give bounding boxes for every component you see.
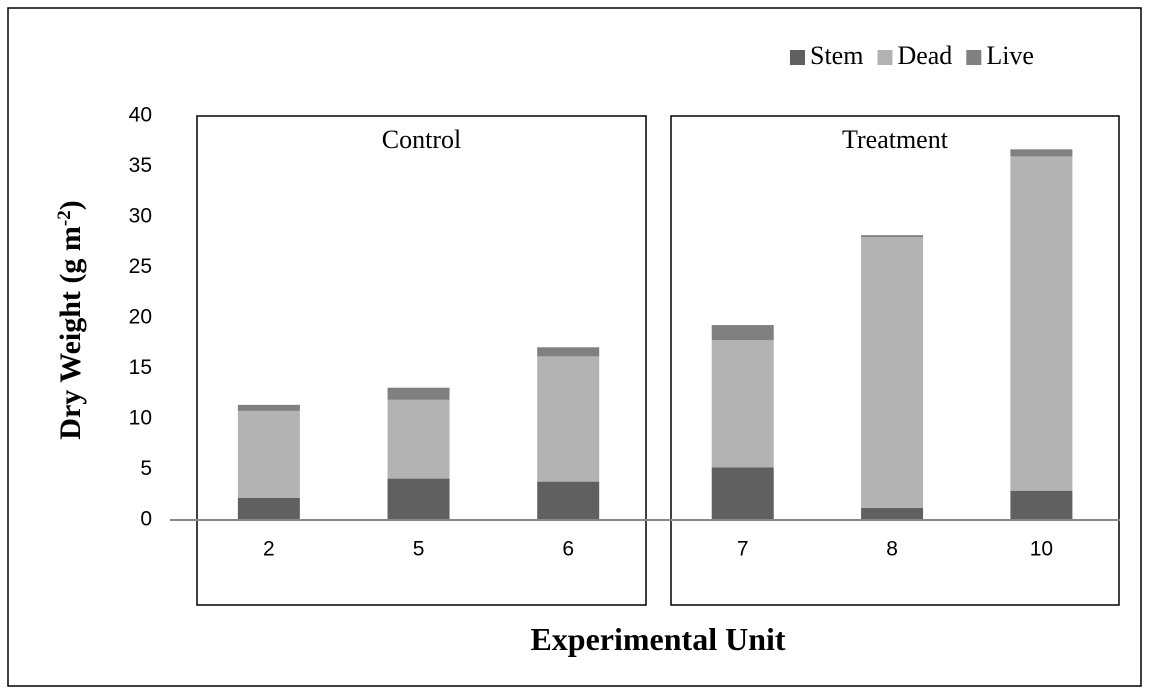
y-tick-label: 25 — [129, 255, 152, 278]
y-axis-title: Dry Weight (g m-2) — [54, 200, 87, 439]
bar-segment — [237, 410, 300, 498]
x-tick-label: 6 — [562, 538, 574, 561]
legend-label: Dead — [897, 41, 952, 70]
bar-segment — [861, 235, 924, 238]
bar-segment — [537, 347, 600, 357]
bar-segment — [387, 387, 450, 400]
y-tick-label: 20 — [129, 306, 152, 329]
bar-segment — [387, 478, 450, 520]
y-axis-title-sup: -2 — [54, 210, 75, 226]
legend-label: Stem — [810, 41, 863, 70]
bar-segment — [537, 356, 600, 482]
y-axis-title-text: Dry Weight (g m — [54, 226, 87, 440]
y-tick-label: 35 — [129, 154, 152, 177]
y-tick-label: 15 — [129, 356, 152, 379]
x-tick-label: 8 — [886, 538, 898, 561]
y-tick-label: 10 — [129, 407, 152, 430]
x-tick-label: 7 — [737, 538, 749, 561]
legend-swatch — [877, 50, 893, 65]
group-panel — [670, 115, 1120, 606]
bar-segment — [537, 481, 600, 520]
y-tick-label: 0 — [140, 508, 152, 531]
legend-swatch — [790, 50, 805, 65]
y-tick-label: 30 — [129, 205, 152, 228]
x-tick-label: 2 — [263, 538, 275, 561]
bar-segment — [1010, 156, 1073, 491]
legend-swatch — [966, 50, 982, 65]
x-tick-label: 10 — [1030, 538, 1053, 561]
bar-segment — [711, 340, 774, 468]
group-label: Treatment — [842, 125, 949, 154]
bar-segment — [1010, 149, 1073, 157]
bar-segment — [1010, 490, 1073, 520]
bar-segment — [711, 467, 774, 520]
bar-segment — [711, 325, 774, 341]
legend-label: Live — [986, 41, 1034, 70]
y-tick-label: 5 — [140, 457, 152, 480]
x-axis-title: Experimental Unit — [530, 621, 785, 657]
bar-segment — [387, 399, 450, 479]
bar-segment — [237, 497, 300, 520]
y-tick-label: 40 — [129, 104, 152, 127]
x-tick-label: 5 — [413, 538, 425, 561]
bar-segment — [861, 237, 924, 508]
chart-frame — [7, 7, 1142, 687]
bar-segment — [237, 404, 300, 411]
bar-segment — [861, 507, 924, 520]
group-panel — [196, 115, 647, 606]
y-axis-title-suffix: ) — [54, 200, 87, 210]
group-label: Control — [382, 125, 461, 154]
